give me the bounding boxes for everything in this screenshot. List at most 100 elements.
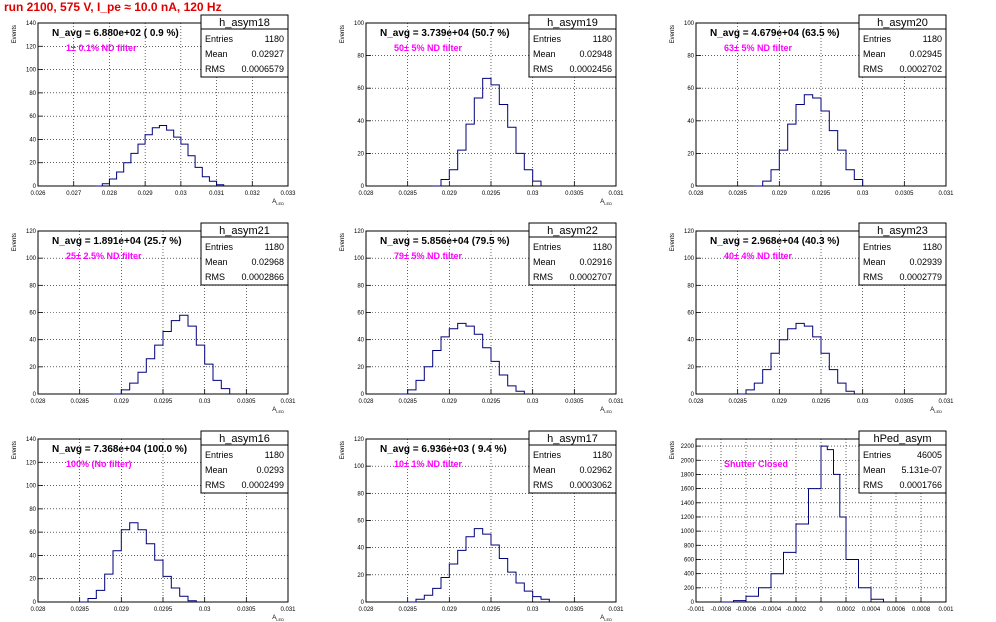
x-tick-label: 0.0285: [398, 191, 417, 197]
x-tick-label: 0.027: [66, 191, 82, 197]
histogram-panel: 0.028 0.0285 0.029 0.0295 0.03 0.0305 0.031 0 20…: [670, 222, 954, 414]
plot-frame: [37, 22, 289, 187]
x-tick-label: 0.028: [30, 607, 46, 613]
x-tick-label: 0.0002: [837, 607, 856, 613]
filter-annotation: 40± 4% ND filter: [724, 251, 792, 261]
y-tick-label: 100: [684, 256, 695, 262]
n-avg-label: N_avg = 7.368e+04 (100.0 %): [52, 444, 187, 455]
stats-value: 1180: [593, 34, 612, 44]
stats-value: 0.02962: [579, 465, 612, 475]
x-tick-label: 0.028: [358, 399, 374, 405]
stats-key: RMS: [533, 480, 553, 490]
y-tick-label: 140: [26, 21, 37, 27]
filter-annotation: 63± 5% ND filter: [724, 43, 792, 53]
stats-key: Mean: [205, 49, 228, 59]
x-axis-label: ALED: [272, 199, 284, 206]
y-axis-label: Events: [340, 233, 346, 251]
x-tick-label: 0.0004: [862, 607, 881, 613]
stats-key: RMS: [205, 272, 225, 282]
filter-annotation: Shutter Closed: [724, 459, 788, 469]
y-tick-label: 60: [357, 86, 364, 92]
histogram-series: [399, 322, 525, 395]
y-tick-label: 40: [357, 119, 364, 125]
stats-key: Mean: [533, 465, 556, 475]
x-tick-label: 0.0305: [565, 399, 584, 405]
stats-key: Entries: [205, 242, 234, 252]
y-tick-label: 1800: [681, 472, 695, 478]
x-tick-label: 0.0285: [70, 607, 89, 613]
x-axis-label-subscript: LED: [276, 201, 284, 206]
x-tick-label: 0.031: [608, 191, 624, 197]
x-tick-label: 0.0295: [482, 399, 501, 405]
y-axis-label: Events: [340, 25, 346, 43]
y-tick-label: 80: [357, 491, 364, 497]
y-tick-label: 400: [684, 572, 695, 578]
filter-annotation: 10± 1% ND filter: [394, 459, 462, 469]
y-tick-label: 2000: [681, 458, 695, 464]
stats-value: 1180: [593, 242, 612, 252]
y-tick-label: 20: [357, 151, 364, 157]
filter-annotation: 100% (No filter): [66, 459, 132, 469]
x-tick-label: 0.03: [857, 399, 869, 405]
y-tick-label: 20: [357, 573, 364, 579]
y-axis-label: Events: [12, 25, 18, 43]
stats-value: 1180: [593, 450, 612, 460]
stats-box: [858, 14, 947, 78]
y-tick-label: 800: [684, 543, 695, 549]
y-axis-label: Events: [340, 441, 346, 459]
histogram-panel: 0.028 0.0285 0.029 0.0295 0.03 0.0305 0.031 0 20…: [12, 430, 296, 622]
stats-key: Mean: [863, 257, 886, 267]
x-tick-label: 0.0305: [237, 607, 256, 613]
x-tick-label: 0.03: [199, 607, 211, 613]
stats-value: 0.0002866: [241, 272, 284, 282]
histogram-panel: 0.028 0.0285 0.029 0.0295 0.03 0.0305 0.031 0 20…: [340, 430, 624, 622]
stats-value: 0.0001766: [899, 480, 942, 490]
y-tick-label: 0: [361, 600, 365, 606]
x-tick-label: -0.0004: [761, 607, 782, 613]
stats-value: 0.02939: [909, 257, 942, 267]
n-avg-label: N_avg = 1.891e+04 (25.7 %): [52, 236, 182, 247]
x-tick-label: 0.0006: [887, 607, 906, 613]
x-tick-label: 0.0008: [912, 607, 931, 613]
x-tick-label: 0.0305: [565, 607, 584, 613]
stats-box: [858, 430, 947, 494]
x-tick-label: 0.031: [209, 191, 225, 197]
x-tick-label: 0.029: [138, 191, 154, 197]
stats-value: 46005: [917, 450, 942, 460]
histogram-series: [407, 528, 550, 603]
y-tick-label: 80: [357, 283, 364, 289]
x-tick-label: 0.03: [199, 399, 211, 405]
y-tick-label: 600: [684, 557, 695, 563]
histogram-panel: 0.028 0.0285 0.029 0.0295 0.03 0.0305 0.031 0 20…: [670, 14, 954, 197]
histogram-name: hPed_asym: [873, 433, 931, 445]
y-tick-label: 0: [691, 600, 695, 606]
x-tick-label: 0.028: [102, 191, 118, 197]
y-tick-label: 140: [26, 437, 37, 443]
y-tick-label: 0: [33, 392, 37, 398]
y-tick-label: 100: [26, 68, 37, 74]
stats-value: 5.131e-07: [901, 465, 942, 475]
stats-value: 1180: [923, 34, 942, 44]
stats-value: 1180: [265, 242, 284, 252]
x-axis-label: ALED: [272, 615, 284, 622]
x-tick-label: 0.026: [30, 191, 46, 197]
x-tick-label: 0.031: [280, 607, 296, 613]
x-tick-label: 0.028: [688, 399, 704, 405]
stats-value: 0.0002499: [241, 480, 284, 490]
x-tick-label: 0.031: [280, 399, 296, 405]
stats-value: 0.0002702: [899, 64, 942, 74]
x-tick-label: -0.001: [687, 607, 705, 613]
x-tick-label: 0.032: [245, 191, 261, 197]
x-tick-label: 0.028: [30, 399, 46, 405]
y-tick-label: 120: [26, 44, 37, 50]
histogram-name: h_asym17: [547, 433, 598, 445]
stats-key: RMS: [863, 480, 883, 490]
x-axis-label-subscript: LED: [604, 409, 612, 414]
stats-key: Entries: [863, 34, 892, 44]
stats-key: RMS: [863, 64, 883, 74]
x-tick-label: 0.03: [527, 607, 539, 613]
y-tick-label: 60: [29, 114, 36, 120]
y-tick-label: 1600: [681, 487, 695, 493]
y-tick-label: 40: [357, 546, 364, 552]
histogram-name: h_asym23: [877, 225, 928, 237]
